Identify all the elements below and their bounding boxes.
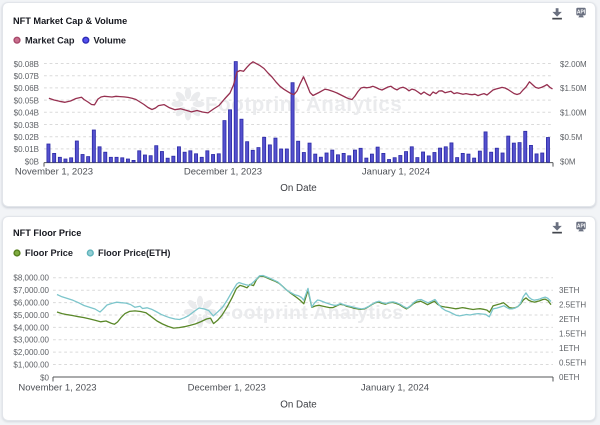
svg-text:$2,000.00: $2,000.00 [13,348,49,357]
svg-text:$0.07B: $0.07B [14,72,39,81]
svg-text:$0.02B: $0.02B [14,133,39,142]
svg-text:$7,000.00: $7,000.00 [13,286,49,295]
svg-text:Market Cap: Market Cap [25,35,75,45]
svg-text:November 1, 2023: November 1, 2023 [18,383,96,394]
svg-text:December 1, 2023: December 1, 2023 [188,383,266,394]
svg-text:$0.08B: $0.08B [14,60,39,69]
svg-text:$0.01B: $0.01B [14,145,39,154]
svg-text:$2.00M: $2.00M [560,60,587,69]
svg-text:$4,000.00: $4,000.00 [13,323,49,332]
svg-text:API: API [577,224,586,230]
svg-text:Volume: Volume [94,35,127,45]
svg-text:$1.00M: $1.00M [560,109,587,118]
svg-text:$0: $0 [40,373,49,382]
svg-text:November 1, 2023: November 1, 2023 [15,167,93,178]
svg-text:$0.03B: $0.03B [14,121,39,130]
svg-text:3ETH: 3ETH [559,286,580,295]
svg-text:$8,000.00: $8,000.00 [13,274,49,283]
svg-text:1ETH: 1ETH [559,344,580,353]
svg-text:On Date: On Date [280,400,317,411]
svg-text:API: API [577,10,586,16]
svg-text:January 1, 2024: January 1, 2024 [361,383,429,394]
svg-text:$0B: $0B [25,157,39,166]
svg-text:$0.04B: $0.04B [14,109,39,118]
svg-text:$6,000.00: $6,000.00 [13,299,49,308]
svg-text:0.5ETH: 0.5ETH [559,358,586,367]
svg-text:$0M: $0M [560,157,576,166]
svg-text:$3,000.00: $3,000.00 [13,336,49,345]
svg-text:$0.06B: $0.06B [14,84,39,93]
svg-text:NFT Market Cap & Volume: NFT Market Cap & Volume [13,16,127,26]
svg-text:$0.5M: $0.5M [560,133,583,142]
svg-text:$1,000.00: $1,000.00 [13,360,49,369]
svg-text:Floor Price(ETH): Floor Price(ETH) [98,248,171,258]
svg-text:$1.50M: $1.50M [560,84,587,93]
svg-text:January 1, 2024: January 1, 2024 [362,167,430,178]
svg-text:$0.05B: $0.05B [14,96,39,105]
svg-text:On Date: On Date [280,183,317,194]
svg-text:December 1, 2023: December 1, 2023 [184,167,262,178]
svg-text:1.5ETH: 1.5ETH [559,329,586,338]
svg-text:0ETH: 0ETH [559,373,580,382]
svg-text:2ETH: 2ETH [559,315,580,324]
svg-text:2.5ETH: 2.5ETH [559,300,586,309]
svg-text:$5,000.00: $5,000.00 [13,311,49,320]
svg-text:NFT Floor Price: NFT Floor Price [13,228,81,238]
svg-text:Floor Price: Floor Price [25,248,73,258]
